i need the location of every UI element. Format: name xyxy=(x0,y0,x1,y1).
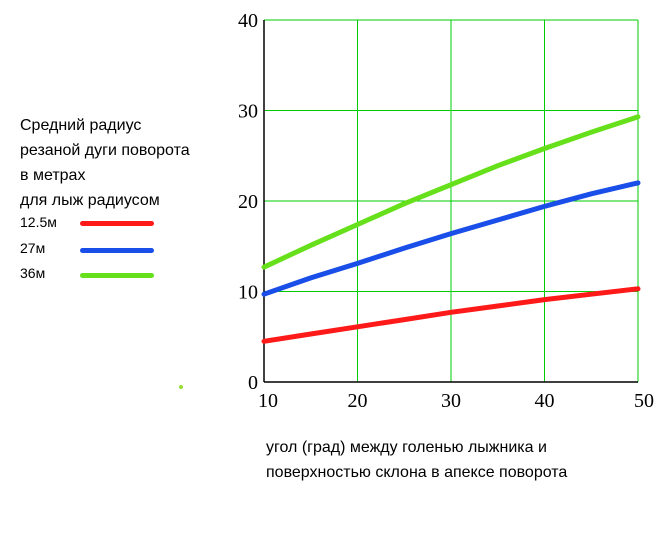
x-tick-label-2: 30 xyxy=(441,390,461,412)
legend-label-36m: 36м xyxy=(20,265,46,281)
series-line-1 xyxy=(261,180,641,297)
series-line-2 xyxy=(261,114,641,270)
axes xyxy=(263,20,638,383)
x-axis-label: угол (град) между голенью лыжника и пове… xyxy=(266,435,656,485)
y-tick-label-2: 20 xyxy=(238,191,258,213)
y-tick-label-1: 10 xyxy=(238,282,258,304)
grid xyxy=(264,19,639,382)
x-tick-label-1: 20 xyxy=(348,390,368,412)
x-tick-label-0: 10 xyxy=(258,390,278,412)
stray-dot xyxy=(179,385,183,389)
legend-title-line-4: для лыж радиусом xyxy=(20,192,160,209)
legend-label-27m: 27м xyxy=(20,240,46,256)
legend-title: Средний радиус резаной дуги поворота в м… xyxy=(20,113,250,213)
legend-swatch-12-5m xyxy=(80,221,154,226)
legend-swatch-27m xyxy=(80,248,154,253)
series-line-0 xyxy=(261,286,641,344)
x-axis-label-line-2: поверхностью склона в апексе поворота xyxy=(266,464,568,481)
legend-label-12-5m: 12.5м xyxy=(20,214,57,230)
y-tick-label-4: 40 xyxy=(238,10,258,32)
legend-title-line-1: Средний радиус xyxy=(20,117,142,134)
legend-swatch-36m xyxy=(80,273,154,278)
x-tick-label-4: 50 xyxy=(634,390,654,412)
legend-title-line-2: резаной дуги поворота xyxy=(20,142,190,159)
y-tick-label-0: 0 xyxy=(248,372,258,394)
y-tick-label-3: 30 xyxy=(238,101,258,123)
series-lines xyxy=(261,114,641,344)
legend-title-line-3: в метрах xyxy=(20,167,86,184)
x-tick-label-3: 40 xyxy=(535,390,555,412)
x-axis-label-line-1: угол (град) между голенью лыжника и xyxy=(266,439,547,456)
